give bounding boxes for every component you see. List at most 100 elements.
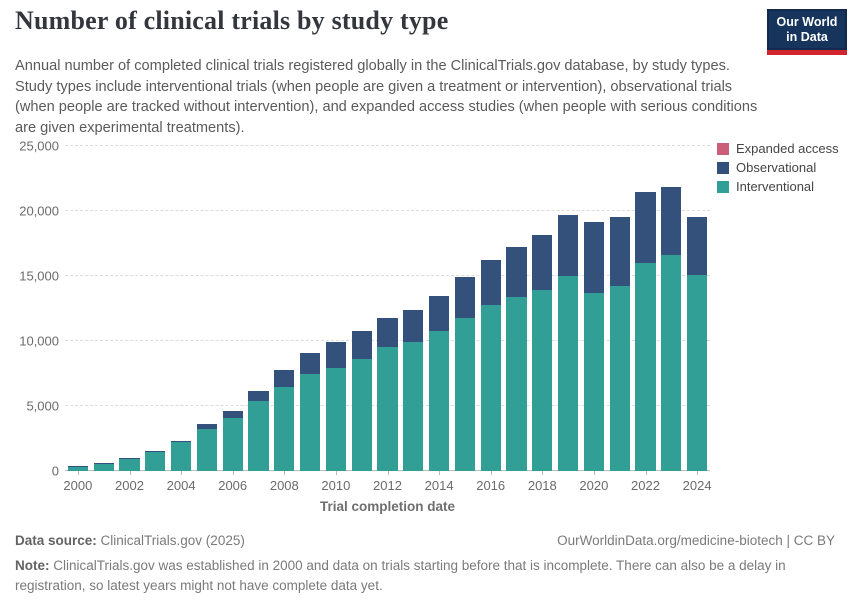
bar-segment-observational-2020 [583,222,604,293]
bar-segment-observational-2019 [558,214,579,276]
legend-swatch-icon [717,142,729,155]
x-axis-title: Trial completion date [319,499,456,514]
note-value: ClinicalTrials.gov was established in 20… [15,558,786,593]
bar-segment-observational-2003 [145,450,166,453]
x-axis-tick [77,471,79,475]
x-axis-tick [387,471,389,475]
bar-segment-interventional-2009 [300,373,321,471]
bar-segment-observational-2018 [532,235,553,290]
x-axis-tick [284,471,286,475]
bar-2007 [246,146,272,471]
x-axis-tick-label: 2008 [269,478,299,493]
bar-2018 [529,146,555,471]
bar-2005 [194,146,220,471]
bar-2004 [168,146,194,471]
bar-segment-interventional-2016 [480,305,501,471]
bar-segment-interventional-2004 [171,442,192,471]
note-label: Note: [15,558,50,573]
owid-logo-line2: in Data [786,30,828,44]
bar-2003 [142,146,168,471]
x-axis-tick-label: 2002 [115,478,144,493]
y-axis-tick-label: 25,000 [19,138,59,154]
y-axis-tick-label: 5,000 [26,398,59,414]
x-axis-tick-label: 2000 [63,478,93,493]
gridline-15,000 [65,275,710,276]
x-axis-tick [232,471,234,475]
bar-2009 [297,146,323,471]
legend-swatch-icon [717,180,729,193]
bar-segment-observational-2005 [196,423,217,429]
bar-segment-observational-2002 [119,457,140,459]
gridline-20,000 [65,210,710,211]
bar-segment-interventional-2001 [93,463,114,471]
bar-segment-interventional-2006 [222,417,243,471]
y-axis-tick-label: 20,000 [19,203,59,219]
footer-note: Note: ClinicalTrials.gov was established… [15,556,837,595]
bar-2017 [504,146,530,471]
chart-subtitle: Annual number of completed clinical tria… [15,58,758,137]
legend-label: Interventional [736,179,815,194]
bar-2020 [581,146,607,471]
y-axis-tick-label: 15,000 [19,268,59,284]
x-axis-tick [645,471,647,475]
bar-2006 [220,146,246,471]
bar-segment-observational-2021 [609,216,630,286]
bar-segment-interventional-2019 [558,276,579,471]
bar-segment-interventional-2014 [429,331,450,471]
x-axis-tick-label: 2018 [527,478,557,493]
bar-segment-observational-2024 [687,216,708,276]
gridline-25,000 [65,145,710,146]
bar-segment-observational-2014 [429,295,450,332]
x-axis-tick-label: 2024 [682,478,712,493]
bar-segment-interventional-2002 [119,458,140,471]
data-source-value: ClinicalTrials.gov (2025) [96,533,245,548]
bar-segment-observational-2009 [300,353,321,374]
bar-2010 [323,146,349,471]
bar-2021 [607,146,633,471]
bar-2014 [426,146,452,471]
bar-segment-interventional-2012 [377,346,398,471]
bar-segment-observational-2023 [661,186,682,256]
bar-2002 [117,146,143,471]
x-axis-tick-label: 2016 [476,478,506,493]
bar-segment-interventional-2008 [274,387,295,471]
page-title: Number of clinical trials by study type [15,6,449,35]
legend-item-expanded-access: Expanded access [717,141,839,156]
bar-segment-observational-2012 [377,317,398,347]
legend-item-observational: Observational [717,160,839,175]
bar-segment-interventional-2011 [351,358,372,471]
bar-segment-observational-2010 [325,342,346,368]
bar-segment-interventional-2020 [583,292,604,471]
bar-segment-interventional-2015 [454,318,475,471]
bar-segment-interventional-2023 [661,255,682,471]
x-axis-tick [490,471,492,475]
owid-url-link[interactable]: OurWorldinData.org/medicine-biotech | CC… [557,533,835,548]
bar-segment-interventional-2017 [506,297,527,471]
y-axis-tick-label: 0 [51,463,59,479]
bar-segment-observational-2001 [93,462,114,464]
bar-segment-observational-2015 [454,276,475,319]
bar-2015 [452,146,478,471]
bar-segment-interventional-2005 [196,428,217,471]
bar-2008 [271,146,297,471]
y-axis-tick-label: 10,000 [19,333,59,349]
bar-segment-observational-2004 [171,441,192,443]
x-axis-tick [181,471,183,475]
x-axis-tick [129,471,131,475]
data-source-label: Data source: [15,533,97,548]
x-axis-tick [335,471,337,475]
bar-segment-observational-2016 [480,259,501,306]
x-axis-tick-label: 2020 [579,478,609,493]
bar-2011 [349,146,375,471]
bar-2019 [555,146,581,471]
bar-segment-observational-2006 [222,410,243,418]
bar-segment-observational-2007 [248,391,269,402]
footer-row: Data source: ClinicalTrials.gov (2025) O… [15,533,835,548]
legend-item-interventional: Interventional [717,179,839,194]
chart-legend: Expanded access Observational Intervention… [717,141,839,198]
bar-2022 [633,146,659,471]
x-axis-tick-label: 2022 [631,478,660,493]
bar-segment-observational-2013 [403,309,424,342]
bar-segment-observational-2017 [506,247,527,298]
